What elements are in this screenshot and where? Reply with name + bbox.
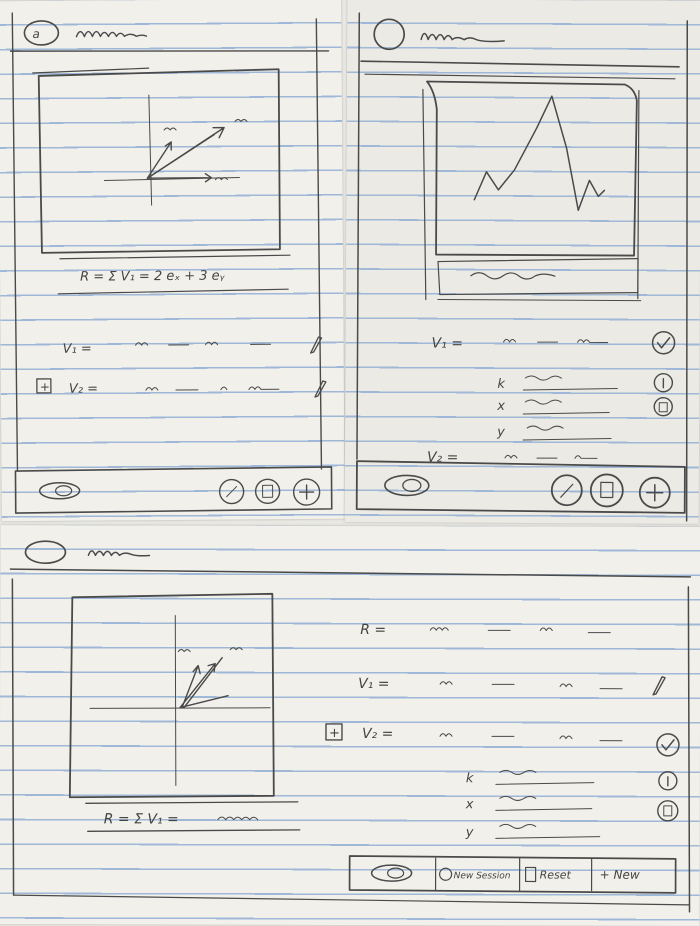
svg-text:a: a xyxy=(32,27,39,41)
info-icon[interactable] xyxy=(653,373,674,393)
vector-arrow xyxy=(146,141,172,179)
save-icon xyxy=(439,867,453,881)
sketch-mobile-graph: V₁ = k x y V xyxy=(344,0,700,524)
resultant-formula: R = Σ V₁ = 2 eₓ + 3 eᵧ xyxy=(57,254,291,295)
bottom-toolbar xyxy=(14,466,333,514)
trash-icon[interactable] xyxy=(657,800,679,822)
vector-arrow xyxy=(146,173,213,183)
vector-arrow xyxy=(181,664,201,709)
vector-label: V₂ = xyxy=(69,382,98,397)
resultant-row: R = xyxy=(360,622,611,638)
header-bar: a xyxy=(9,20,330,52)
vector-row-1[interactable]: V₁ = xyxy=(358,676,666,696)
svg-text:Reset: Reset xyxy=(540,868,572,881)
plus-icon[interactable] xyxy=(638,476,671,509)
param-x-row[interactable]: x xyxy=(496,397,673,417)
add-box-icon[interactable] xyxy=(325,723,343,741)
new-session-button[interactable]: New Session xyxy=(439,867,511,881)
vector-label: V₁ = xyxy=(63,342,92,357)
app-logo-icon[interactable]: a xyxy=(23,20,60,46)
app-title-scribble xyxy=(87,550,151,557)
eye-icon[interactable] xyxy=(384,474,430,497)
check-icon[interactable] xyxy=(651,330,676,355)
pencil-icon[interactable] xyxy=(314,380,327,398)
save-icon[interactable] xyxy=(218,478,245,505)
save-icon[interactable] xyxy=(550,474,583,507)
param-y-row[interactable]: y xyxy=(465,823,601,840)
plus-icon[interactable] xyxy=(292,478,321,506)
trash-icon[interactable] xyxy=(589,473,624,508)
vector-label: R = xyxy=(360,622,386,638)
param-x-row[interactable]: x xyxy=(465,795,679,822)
reset-button[interactable]: Reset xyxy=(524,866,572,883)
app-logo-icon[interactable] xyxy=(24,540,67,565)
app-logo-icon[interactable] xyxy=(373,18,406,51)
param-label: k xyxy=(466,771,474,786)
header-bar xyxy=(9,540,692,578)
vector-row-1[interactable]: V₁ = xyxy=(432,330,676,355)
vector-arrow xyxy=(179,662,216,709)
vector-label: V₁ = xyxy=(358,676,389,692)
range-slider-track xyxy=(470,272,556,280)
eye-icon[interactable] xyxy=(370,864,413,882)
vector-row-2[interactable]: + V₂ = xyxy=(325,723,680,757)
svg-text:New Session: New Session xyxy=(454,871,511,881)
formula-text: R = Σ V₁ = 2 eₓ + 3 eᵧ xyxy=(80,269,226,285)
vector-arrow xyxy=(183,656,223,709)
svg-text:+ New: + New xyxy=(600,868,640,882)
vector-arrow xyxy=(146,133,215,179)
param-k-row[interactable]: k xyxy=(497,373,674,393)
bottom-toolbar xyxy=(355,460,686,514)
vector-plot[interactable] xyxy=(68,592,275,799)
param-label: x xyxy=(465,797,474,812)
add-box-icon[interactable] xyxy=(36,378,52,394)
vector-plot[interactable] xyxy=(32,67,281,254)
eye-icon[interactable] xyxy=(38,482,81,500)
vector-label: V₂ = xyxy=(362,726,393,742)
app-title-scribble xyxy=(75,30,148,38)
param-label: x xyxy=(496,399,505,414)
pencil-icon[interactable] xyxy=(652,676,666,696)
param-y-row[interactable]: y xyxy=(496,425,612,441)
vector-arrow xyxy=(179,694,229,709)
trash-icon[interactable] xyxy=(254,478,281,505)
param-label: k xyxy=(497,377,505,392)
param-label: y xyxy=(496,425,505,440)
formula-text: R = Σ V₁ = xyxy=(104,811,179,827)
bottom-toolbar: New Session Reset + New xyxy=(348,855,677,894)
trash-icon xyxy=(524,866,537,883)
vector-label: V₁ = xyxy=(432,336,463,352)
resultant-formula: R = Σ V₁ = xyxy=(85,801,301,832)
sketch-mobile-vectors: a R = Σ V₁ = 2 eₓ + 3 eᵧ V₁ = xyxy=(0,0,345,522)
vector-row-2[interactable]: + V₂ = xyxy=(36,377,327,399)
vector-row-1[interactable]: V₁ = xyxy=(63,336,323,357)
param-label: y xyxy=(465,825,474,840)
graph-plot[interactable] xyxy=(422,80,642,302)
graph-line xyxy=(473,95,606,212)
info-icon[interactable] xyxy=(658,771,678,791)
param-k-row[interactable]: k xyxy=(466,769,678,791)
app-title-scribble xyxy=(420,32,505,43)
check-icon[interactable] xyxy=(656,733,680,757)
new-button[interactable]: + New xyxy=(600,868,640,882)
svg-text:+: + xyxy=(329,726,340,741)
svg-text:+: + xyxy=(40,380,50,394)
trash-icon[interactable] xyxy=(653,397,673,417)
sketch-tablet-vectors: R = Σ V₁ = R = V₁ = + V₂ = k xyxy=(0,525,700,926)
header-bar xyxy=(360,18,680,80)
